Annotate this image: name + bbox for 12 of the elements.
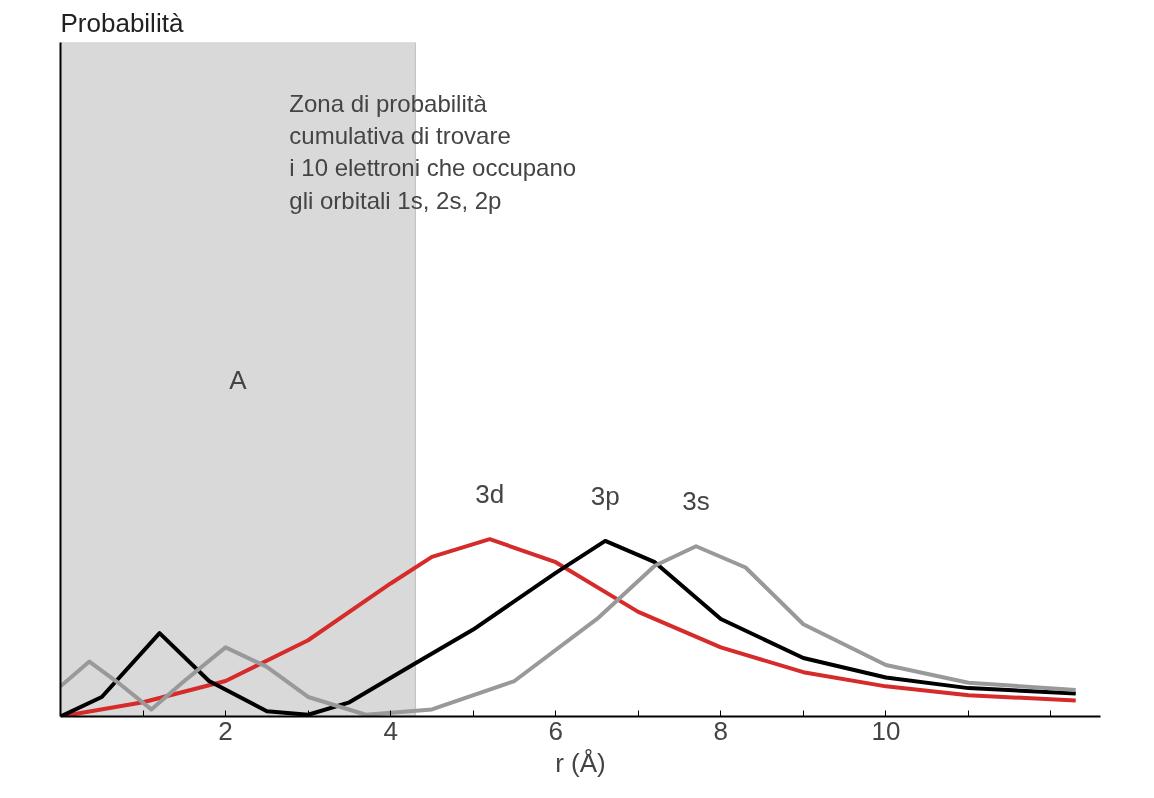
x-tick-label: 10 bbox=[871, 715, 901, 746]
x-tick-label: 6 bbox=[548, 715, 563, 746]
x-tick-label: 8 bbox=[713, 715, 729, 746]
text: Zona di probabilità cumulativa di trovare i 10 elettroni che occupano gli orbitali 1s, 2s, 2p bbox=[289, 89, 577, 214]
series-label: 3s bbox=[682, 486, 710, 517]
x-axis-title: r (Å) bbox=[555, 747, 606, 778]
x-tick-label: 2 bbox=[218, 715, 233, 746]
series-label: 3d bbox=[475, 479, 505, 510]
band-label: A bbox=[229, 364, 248, 395]
series-label: 3p bbox=[590, 480, 620, 511]
text: Probabilità bbox=[60, 7, 184, 38]
x-tick-label: 4 bbox=[383, 715, 398, 746]
